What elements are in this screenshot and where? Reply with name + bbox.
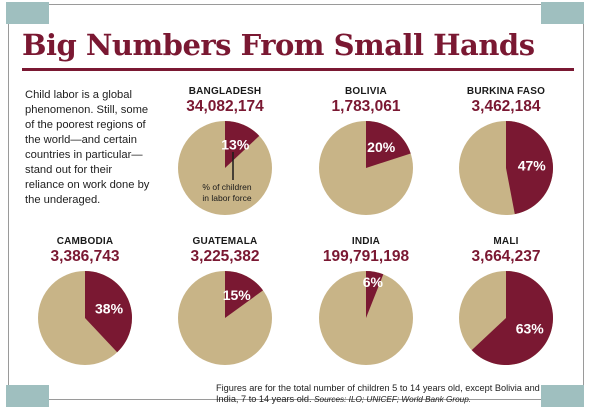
child-count-burkina-faso: 3,462,184 xyxy=(471,98,541,115)
page-title: Big Numbers From Small Hands xyxy=(22,28,535,62)
child-count-cambodia: 3,386,743 xyxy=(50,248,120,265)
frame-corner-bottom-left xyxy=(6,385,49,407)
data-label-bangladesh: 13% xyxy=(221,136,250,152)
footnote-text: Figures are for the total number of chil… xyxy=(216,383,540,404)
data-label-guatemala: 15% xyxy=(223,287,252,303)
data-label-india: 6% xyxy=(363,274,384,290)
pie-slice-labor-mali xyxy=(471,271,553,365)
title-rule xyxy=(22,68,574,71)
annotation-text-line-1: % of children xyxy=(202,182,251,192)
data-label-mali: 63% xyxy=(516,320,545,336)
country-name-mali: MALI xyxy=(493,236,519,247)
pie-slice-labor-guatemala xyxy=(225,271,264,318)
data-label-cambodia: 38% xyxy=(95,300,124,316)
child-count-india: 199,791,198 xyxy=(322,248,410,265)
footnote: Figures are for the total number of chil… xyxy=(216,383,546,405)
child-count-bangladesh: 34,082,174 xyxy=(186,98,264,115)
intro-text: Child labor is a global phenomenon. Stil… xyxy=(25,89,150,206)
frame-corner-top-right xyxy=(541,2,584,24)
data-label-burkina-faso: 47% xyxy=(518,158,547,174)
country-name-cambodia: CAMBODIA xyxy=(56,236,114,247)
pie-slice-labor-burkina-faso xyxy=(506,121,553,215)
frame-corner-bottom-right xyxy=(541,385,584,407)
child-count-bolivia: 1,783,061 xyxy=(331,98,401,115)
pie-slice-labor-cambodia xyxy=(85,271,132,353)
pie-slice-labor-bolivia xyxy=(366,121,411,168)
child-count-mali: 3,664,237 xyxy=(471,248,541,265)
pie-slice-labor-india xyxy=(366,271,384,318)
country-name-burkina-faso: BURKINA FASO xyxy=(466,86,546,97)
country-name-guatemala: GUATEMALA xyxy=(192,236,258,247)
footnote-sources: Sources: ILO; UNICEF; World Bank Group. xyxy=(314,395,472,404)
data-label-bolivia: 20% xyxy=(367,139,396,155)
annotation-text-line-2: in labor force xyxy=(202,193,251,203)
country-name-bolivia: BOLIVIA xyxy=(345,86,387,97)
country-name-bangladesh: BANGLADESH xyxy=(188,86,262,97)
country-name-india: INDIA xyxy=(351,236,381,247)
child-count-guatemala: 3,225,382 xyxy=(190,248,260,265)
frame-corner-top-left xyxy=(6,2,49,24)
